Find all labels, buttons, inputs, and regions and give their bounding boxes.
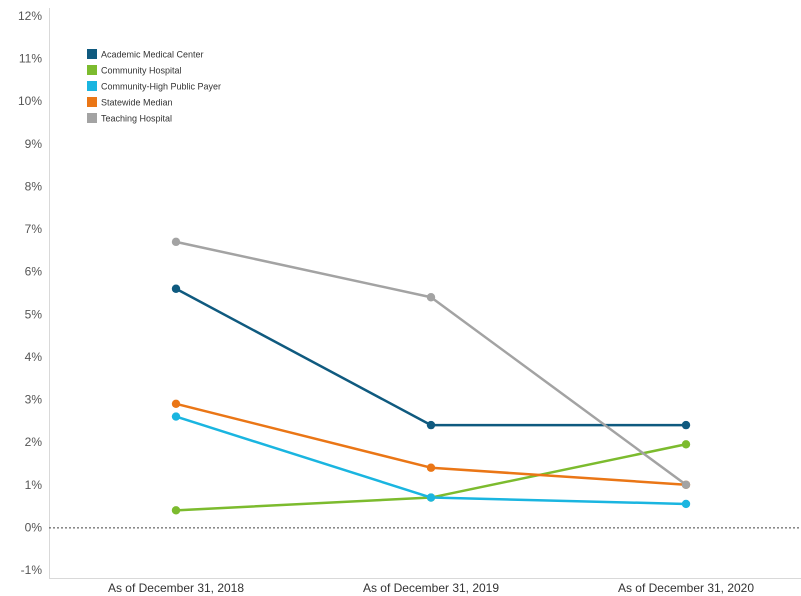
y-tick-label: 12% <box>18 9 42 23</box>
y-tick-label: 11% <box>19 52 42 66</box>
legend-label: Statewide Median <box>101 98 173 108</box>
legend-label: Community-High Public Payer <box>101 82 221 92</box>
y-axis-ticks: -1% 0% 1% 2% 3% 4% 5% 6% 7% 8% 9% 10% 11% 12% <box>18 9 42 577</box>
legend-swatch <box>87 65 97 75</box>
x-tick-label: As of December 31, 2018 <box>108 581 244 595</box>
series-line <box>174 287 688 427</box>
data-point <box>426 463 436 472</box>
data-point <box>681 420 691 430</box>
legend-label: Community Hospital <box>101 66 182 76</box>
series-line <box>174 240 688 487</box>
y-tick-label: 0% <box>25 520 43 534</box>
series-line <box>174 402 688 487</box>
data-point <box>171 237 181 247</box>
y-tick-label: 1% <box>25 478 43 492</box>
y-tick-label: 5% <box>25 307 43 321</box>
y-tick-label: 8% <box>25 179 43 193</box>
legend-label: Academic Medical Center <box>101 50 204 60</box>
data-point <box>171 412 181 421</box>
data-point <box>681 499 691 509</box>
y-tick-label: 6% <box>25 265 43 279</box>
y-tick-label: 3% <box>25 393 43 407</box>
x-axis-ticks: As of December 31, 2018 As of December 31… <box>108 581 754 595</box>
y-tick-label: 4% <box>25 350 43 364</box>
legend-swatch <box>87 81 97 91</box>
y-tick-label: 10% <box>18 94 42 108</box>
series-lines <box>171 237 691 515</box>
legend-swatch <box>87 113 97 123</box>
data-point <box>171 399 181 408</box>
x-tick-label: As of December 31, 2020 <box>618 581 754 595</box>
data-point <box>681 440 691 449</box>
data-point <box>426 420 436 430</box>
y-tick-label: -1% <box>21 563 43 577</box>
legend-swatch <box>87 97 97 107</box>
data-point <box>681 480 691 489</box>
legend-swatch <box>87 49 97 59</box>
y-tick-label: 9% <box>25 137 43 151</box>
y-tick-label: 7% <box>25 222 43 236</box>
data-point <box>426 493 436 502</box>
data-point <box>171 506 181 515</box>
legend: Academic Medical Center Community Hospita… <box>87 49 221 124</box>
legend-label: Teaching Hospital <box>101 114 172 124</box>
data-point <box>171 284 181 293</box>
y-tick-label: 2% <box>25 435 43 449</box>
x-tick-label: As of December 31, 2019 <box>363 581 499 595</box>
data-point <box>426 293 436 302</box>
